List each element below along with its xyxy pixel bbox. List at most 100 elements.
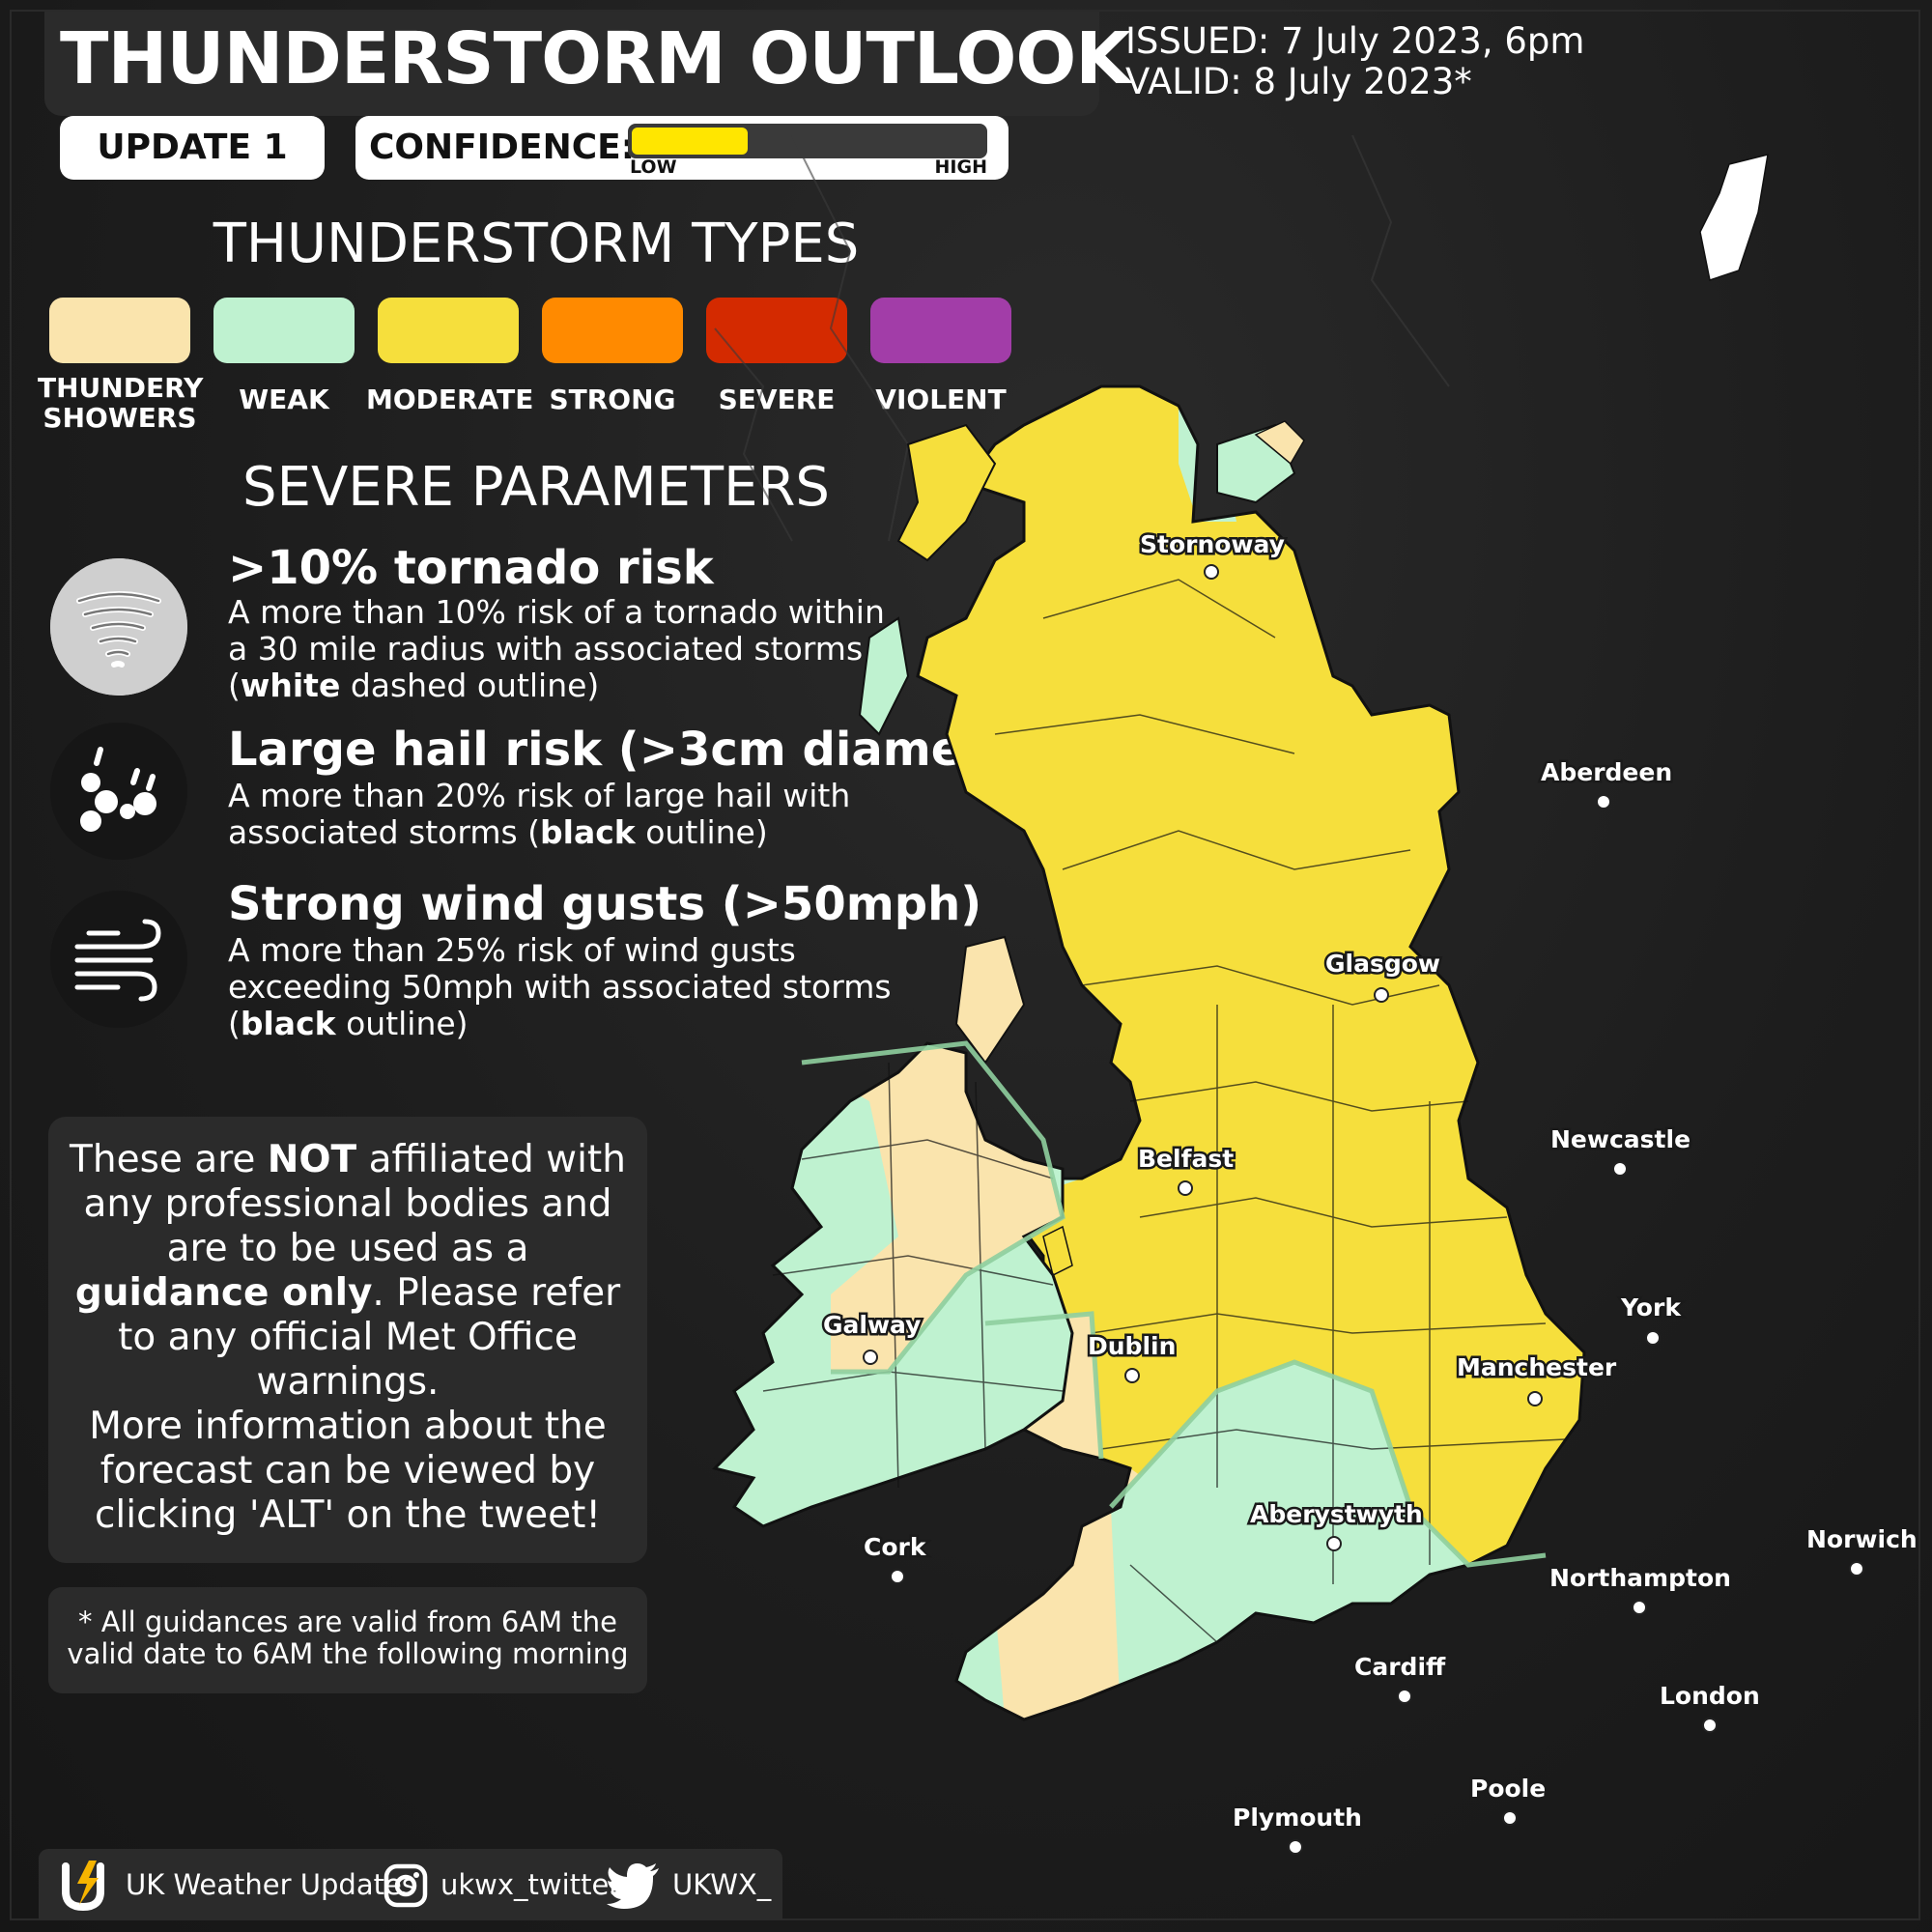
city-london: London <box>1658 1680 1762 1733</box>
confidence-high-label: HIGH <box>934 156 987 178</box>
label-severe: SEVERE <box>718 384 836 415</box>
disclaimer-box: These are NOT affiliated with any profes… <box>48 1117 647 1563</box>
valid-date: VALID: 8 July 2023* <box>1125 61 1472 102</box>
city-stornoway: Stornoway <box>1138 528 1287 580</box>
svg-text:Manchester: Manchester <box>1457 1353 1617 1381</box>
param-hail-desc: A more than 20% risk of large hail with … <box>228 778 923 851</box>
region-borders <box>994 579 1566 1643</box>
title-box <box>44 12 1099 116</box>
kintyre <box>954 935 1026 1065</box>
label-weak: WEAK <box>239 384 329 415</box>
svg-text:Aberdeen: Aberdeen <box>1541 758 1672 786</box>
confidence-label: CONFIDENCE: <box>369 128 636 167</box>
city-aberystwyth: Aberystwyth <box>1248 1498 1425 1551</box>
shetland <box>1699 153 1769 281</box>
hail-icon <box>50 723 187 860</box>
city-belfast: Belfast <box>1136 1143 1236 1196</box>
param-tornado-desc-line2: a 30 mile radius with associated storms <box>228 630 864 668</box>
swatch-violent <box>870 298 1011 363</box>
param-tornado-desc-line3: (white dashed outline) <box>228 667 600 704</box>
svg-text:Poole: Poole <box>1470 1775 1546 1803</box>
ireland-borders <box>762 1062 1064 1489</box>
isle-of-man <box>1042 1225 1073 1277</box>
disclaimer-text: These are NOT affiliated with any profes… <box>70 1138 626 1404</box>
wind-icon <box>50 891 187 1028</box>
svg-text:Cork: Cork <box>864 1533 927 1561</box>
city-aberdeen: Aberdeen <box>1539 756 1675 810</box>
label-thundery-line2: SHOWERS <box>43 402 197 434</box>
param-wind-desc: A more than 25% risk of wind gusts excee… <box>228 932 923 1042</box>
swatch-strong <box>542 298 683 363</box>
ireland-outline <box>712 1041 1074 1528</box>
svg-text:Glasgow: Glasgow <box>1325 950 1440 978</box>
issued-date: ISSUED: 7 July 2023, 6pm <box>1125 20 1585 62</box>
city-manchester: Manchester <box>1455 1351 1619 1406</box>
outlook-boundaries <box>801 1040 1547 1568</box>
city-cardiff: Cardiff <box>1352 1651 1449 1704</box>
city-york: York <box>1618 1292 1685 1346</box>
param-tornado-desc: A more than 10% risk of a tornado within… <box>228 594 923 704</box>
swatch-moderate <box>378 298 519 363</box>
tornado-icon <box>50 558 187 696</box>
param-wind-desc-line2: exceeding 50mph with associated storms <box>228 968 892 1006</box>
confidence-bar <box>628 124 987 158</box>
swatch-severe <box>706 298 847 363</box>
update-label: UPDATE 1 <box>97 128 288 167</box>
svg-text:Plymouth: Plymouth <box>1233 1804 1362 1832</box>
param-hail-title: Large hail risk (>3cm diameter) <box>228 723 1061 777</box>
city-poole: Poole <box>1468 1773 1548 1826</box>
confidence-box: CONFIDENCE: LOW HIGH <box>355 116 1009 180</box>
lightning-streaks <box>714 135 1450 542</box>
types-heading: THUNDERSTORM TYPES <box>213 213 860 275</box>
city-galway: Galway <box>821 1309 923 1365</box>
hebrides-south <box>858 616 910 736</box>
params-heading: SEVERE PARAMETERS <box>242 456 830 519</box>
brand-logo-icon <box>62 1861 104 1912</box>
svg-text:Dublin: Dublin <box>1088 1332 1176 1360</box>
frame-border <box>10 10 1920 1920</box>
orkney-north <box>1254 420 1305 466</box>
confidence-low-label: LOW <box>630 156 677 178</box>
param-wind-desc-line1: A more than 25% risk of wind gusts <box>228 931 796 969</box>
swatch-thundery-showers <box>49 298 190 363</box>
svg-text:London: London <box>1660 1682 1760 1710</box>
city-cork: Cork <box>862 1531 929 1584</box>
branding-bar: UK Weather Updates ukwx_twitter UKWX_ <box>39 1849 782 1920</box>
issue-info: ISSUED: 7 July 2023, 6pm VALID: 8 July 2… <box>1125 21 1584 102</box>
label-strong: STRONG <box>549 384 676 415</box>
param-wind-title: Strong wind gusts (>50mph) <box>228 877 982 931</box>
update-badge: UPDATE 1 <box>60 116 325 180</box>
city-glasgow: Glasgow <box>1323 948 1443 1003</box>
city-newcastle: Newcastle <box>1548 1123 1693 1177</box>
brand-name: UK Weather Updates <box>126 1868 416 1901</box>
svg-text:York: York <box>1620 1293 1682 1321</box>
city-northampton: Northampton <box>1548 1562 1733 1615</box>
instagram-handle: ukwx_twitter <box>440 1868 621 1901</box>
twitter-icon <box>607 1863 659 1909</box>
swatch-weak <box>213 298 355 363</box>
param-wind-desc-line3: (black outline) <box>228 1005 469 1042</box>
label-thundery-line1: THUNDERY <box>38 372 204 404</box>
param-hail-desc-line1: A more than 20% risk of large hail with <box>228 777 851 814</box>
param-hail-desc-line2: associated storms (black outline) <box>228 813 768 851</box>
label-violent: VIOLENT <box>875 384 1007 415</box>
city-dublin: Dublin <box>1086 1330 1179 1383</box>
footnote-box: * All guidances are valid from 6AM the v… <box>48 1587 647 1693</box>
footnote-text: * All guidances are valid from 6AM the v… <box>67 1605 629 1670</box>
confidence-fill <box>632 128 748 155</box>
city-markers: Stornoway Aberdeen Glasgow Belfast Newca… <box>821 528 1919 1855</box>
city-norwich: Norwich <box>1804 1523 1919 1577</box>
more-info-text: More information about the forecast can … <box>89 1405 607 1537</box>
city-plymouth: Plymouth <box>1231 1802 1364 1855</box>
svg-text:Northampton: Northampton <box>1549 1564 1731 1592</box>
param-tornado-title: >10% tornado risk <box>228 541 714 595</box>
svg-text:Newcastle: Newcastle <box>1550 1125 1690 1153</box>
great-britain-outline <box>916 384 1586 1721</box>
label-thundery-showers: THUNDERY SHOWERS <box>38 372 204 434</box>
svg-text:Galway: Galway <box>823 1311 921 1339</box>
page-title: THUNDERSTORM OUTLOOK <box>60 17 1131 100</box>
label-moderate: MODERATE <box>366 384 534 415</box>
svg-text:Stornoway: Stornoway <box>1140 530 1285 558</box>
svg-text:Aberystwyth: Aberystwyth <box>1250 1500 1423 1528</box>
svg-text:Belfast: Belfast <box>1138 1145 1234 1173</box>
